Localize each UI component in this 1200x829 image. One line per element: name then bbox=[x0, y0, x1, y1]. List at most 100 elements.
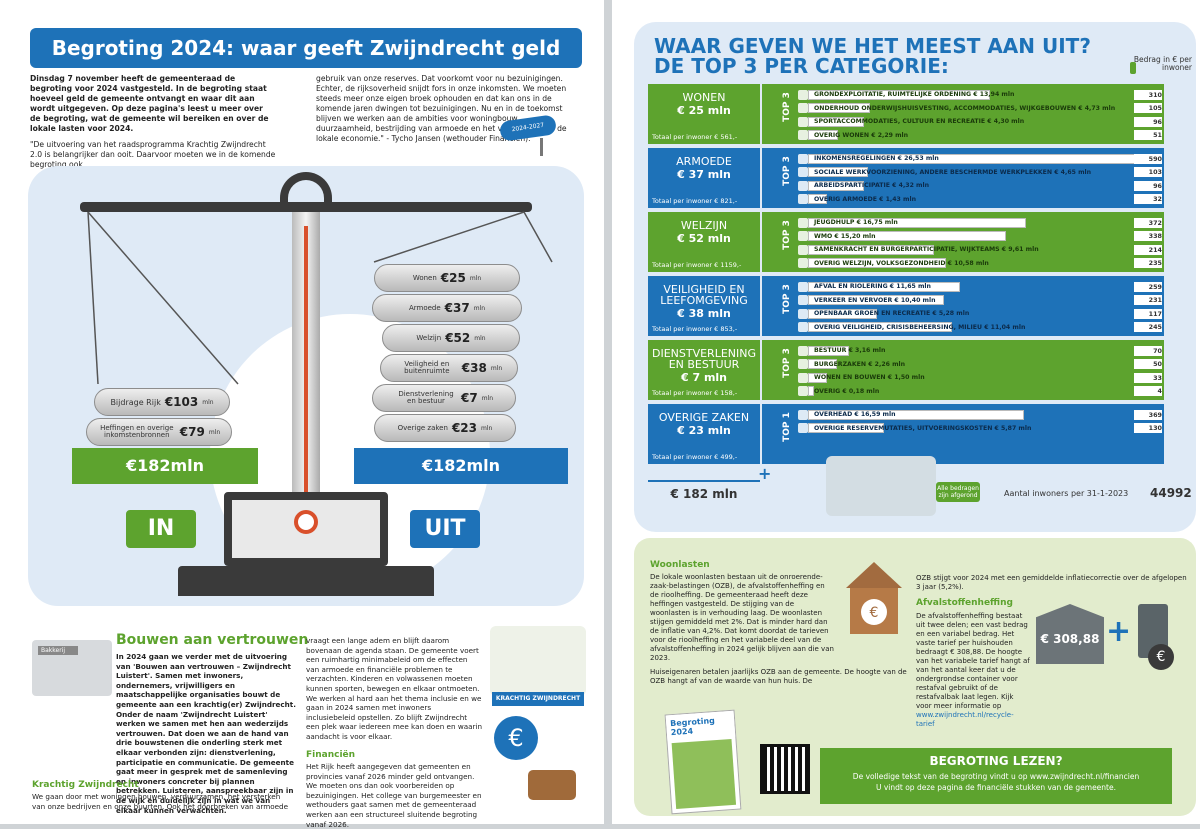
category-5: OVERIGE ZAKEN € 23 mln Totaal per inwoner … bbox=[648, 404, 760, 464]
coin-unit: mln bbox=[473, 304, 486, 312]
woonlasten-text-2: Huiseigenaren betalen jaarlijks OZB aan … bbox=[650, 668, 907, 685]
financien-text: Het Rijk heeft aangegeven dat gemeenten … bbox=[306, 762, 482, 829]
svg-text:€: € bbox=[870, 605, 879, 621]
intro-column-2: gebruik van onze reserves. Dat voorkomt … bbox=[316, 74, 567, 143]
afval-amount: € 308,88 bbox=[1040, 632, 1100, 646]
coin-unit: mln bbox=[481, 424, 493, 432]
afval-amount-box: € 308,88 bbox=[1036, 604, 1104, 664]
item-icon bbox=[798, 423, 808, 433]
category-name: VEILIGHEID EN LEEFOMGEVING bbox=[660, 283, 748, 307]
item-value: 51 bbox=[1134, 130, 1162, 140]
item-icon bbox=[798, 258, 808, 268]
category-amount: € 52 mln bbox=[677, 232, 731, 245]
category-0: WONEN € 25 mln Totaal per inwoner € 561,- bbox=[648, 84, 760, 144]
item-bar bbox=[808, 217, 1026, 228]
item-icon bbox=[798, 153, 808, 164]
item-icon bbox=[798, 116, 808, 127]
euro-icon: € bbox=[494, 716, 538, 760]
shop-sign: Bakkerij bbox=[38, 646, 78, 655]
item-icon bbox=[798, 308, 808, 319]
item-value: 117 bbox=[1134, 308, 1162, 319]
item-label: BURGERZAKEN € 2,26 mln bbox=[814, 360, 906, 368]
item-label: BESTUUR € 3,16 mln bbox=[814, 347, 886, 354]
item-value: 103 bbox=[1134, 167, 1162, 177]
total-amount: € 182 mln bbox=[670, 487, 738, 501]
item-value: 105 bbox=[1134, 103, 1162, 113]
coin-value: €103 bbox=[164, 395, 199, 409]
item-label: VERKEER EN VERVOER € 10,40 mln bbox=[814, 296, 936, 304]
category-per: Totaal per inwoner € 821,- bbox=[652, 197, 738, 205]
item-bar bbox=[808, 295, 944, 305]
afval-link[interactable]: www.zwijndrecht.nl/recycle-tarief bbox=[916, 711, 1014, 728]
krachtig-text: We gaan door met woningen bouwen, verduu… bbox=[32, 792, 289, 811]
item-bar bbox=[808, 258, 946, 268]
category-items-3: TOP 3 AFVAL EN RIOLERING € 11,65 mln 259 VE… bbox=[762, 276, 1164, 336]
item-value: 4 bbox=[1134, 386, 1162, 396]
category-name: WELZIJN bbox=[680, 219, 728, 232]
item-value: 96 bbox=[1134, 180, 1162, 191]
item-bar bbox=[808, 409, 1024, 420]
krachtig-badge: KRACHTIG ZWIJNDRECHT bbox=[492, 692, 584, 706]
afval-text-body: De afvalstoffenheffing bestaat uit twee … bbox=[916, 612, 1030, 710]
coin-5: Overige zaken €23 mln bbox=[374, 414, 516, 442]
total-bar: € 182 mln bbox=[648, 480, 760, 504]
bouwen-lead: In 2024 gaan we verder met de uitvoering… bbox=[116, 652, 296, 815]
inwoners-value: 44992 bbox=[1150, 486, 1192, 500]
category-name: OVERIGE ZAKEN bbox=[658, 411, 750, 424]
item-value: 231 bbox=[1134, 295, 1162, 305]
item-bar bbox=[808, 281, 960, 292]
item-bar bbox=[808, 103, 870, 113]
out-label: UIT bbox=[410, 510, 480, 548]
coin-unit: mln bbox=[490, 364, 503, 372]
item-bar bbox=[808, 194, 827, 204]
money-stack-illustration bbox=[826, 456, 936, 516]
item-label: INKOMENSREGELINGEN € 26,53 mln bbox=[814, 155, 939, 162]
coin-label: Armoede bbox=[408, 303, 441, 312]
coin-unit: mln bbox=[481, 394, 494, 402]
item-label: GRONDEXPLOITATIE, RUIMTELIJKE ORDENING €… bbox=[814, 91, 1015, 98]
item-value: 33 bbox=[1134, 372, 1162, 383]
coin-unit: mln bbox=[208, 428, 221, 436]
coin-value: €37 bbox=[444, 301, 470, 315]
item-icon bbox=[798, 180, 808, 191]
in-total: €182mln bbox=[72, 448, 258, 484]
item-bar bbox=[808, 116, 864, 127]
item-icon bbox=[798, 386, 808, 396]
item-icon bbox=[798, 345, 808, 356]
financien-title: Financiën bbox=[306, 750, 356, 760]
coin-value: €52 bbox=[445, 331, 471, 345]
item-icon bbox=[798, 281, 808, 292]
scale-needle bbox=[304, 226, 308, 516]
item-value: 214 bbox=[1134, 244, 1162, 255]
qr-code[interactable] bbox=[760, 744, 810, 794]
scale-top-knob bbox=[280, 172, 332, 212]
coin-value: €79 bbox=[179, 424, 205, 439]
item-bar bbox=[808, 231, 1006, 241]
item-value: 50 bbox=[1134, 359, 1162, 369]
scale-illustration: Bijdrage Rijk €103 mln Heffingen en over… bbox=[28, 166, 584, 606]
item-icon bbox=[798, 244, 808, 255]
coin-label: Overige zaken bbox=[397, 423, 448, 432]
category-items-1: TOP 3 INKOMENSREGELINGEN € 26,53 mln 590 SO… bbox=[762, 148, 1164, 208]
item-icon bbox=[798, 322, 808, 332]
item-icon bbox=[798, 359, 808, 369]
item-value: 310 bbox=[1134, 89, 1162, 100]
coin-label: Bijdrage Rijk bbox=[110, 397, 161, 407]
coin-label: Heffingen en overige inkomstenbronnen bbox=[100, 424, 174, 439]
scale-knob bbox=[294, 510, 318, 534]
coin-label: Wonen bbox=[412, 273, 437, 282]
category-name: ARMOEDE bbox=[676, 155, 732, 168]
afval-title: Afvalstoffenheffing bbox=[916, 598, 1013, 608]
item-bar bbox=[808, 180, 864, 191]
category-amount: € 23 mln bbox=[677, 424, 731, 437]
page-title: Begroting 2024: waar geeft Zwijndrecht g… bbox=[30, 28, 582, 100]
item-bar bbox=[808, 423, 884, 433]
cover-image bbox=[671, 738, 737, 809]
category-items-2: TOP 3 JEUGDHULP € 16,75 mln 372 WMO € 15,20… bbox=[762, 212, 1164, 272]
category-amount: € 7 mln bbox=[680, 371, 728, 384]
category-items-0: TOP 3 GRONDEXPLOITATIE, RUIMTELIJKE ORDEN… bbox=[762, 84, 1164, 144]
category-3: VEILIGHEID EN LEEFOMGEVING € 38 mln Totaal… bbox=[648, 276, 760, 336]
category-items-5: TOP 1 OVERHEAD € 16,59 mln 369 OVERIGE RESE… bbox=[762, 404, 1164, 464]
category-per: Totaal per inwoner € 561,- bbox=[652, 133, 738, 141]
item-label: SPORTACCOMMODATIES, CULTUUR EN RECREATIE… bbox=[814, 118, 1025, 125]
